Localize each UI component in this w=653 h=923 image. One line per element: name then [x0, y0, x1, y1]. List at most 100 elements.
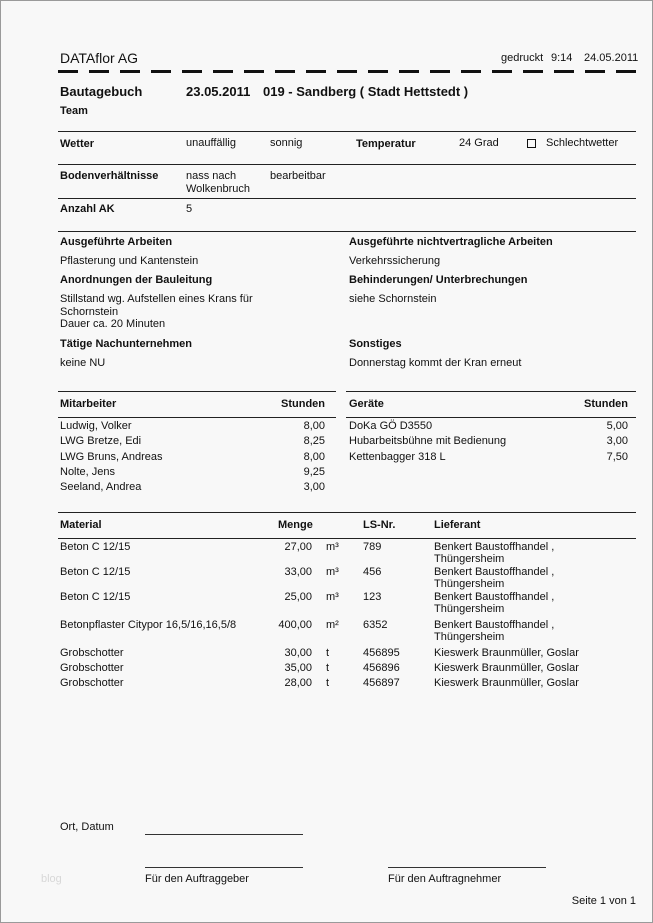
printed-label: gedruckt: [501, 52, 544, 64]
orders-line: Stillstand wg. Aufstellen eines Krans fü…: [60, 293, 253, 305]
divider: [58, 231, 636, 232]
misc-label: Sonstiges: [349, 338, 402, 350]
staff-name: LWG Bruns, Andreas: [60, 451, 163, 463]
material-supplier-line-2: Thüngersheim: [434, 578, 505, 590]
material-col-qty: Menge: [278, 519, 313, 531]
material-supplier-line-2: Thüngersheim: [434, 631, 505, 643]
divider: [58, 538, 636, 539]
subcontractors-label: Tätige Nachunternehmen: [60, 338, 193, 350]
material-unit: m³: [326, 566, 339, 578]
material-qty: 30,00: [284, 647, 312, 659]
soil-value-2: bearbeitbar: [270, 170, 326, 182]
temperature-label: Temperatur: [356, 138, 416, 150]
staff-name: Ludwig, Volker: [60, 420, 132, 432]
staff-hours: 8,25: [303, 435, 325, 447]
equipment-col-name: Geräte: [349, 398, 384, 410]
hindrance-text: siehe Schornstein: [349, 293, 437, 305]
material-ls: 6352: [363, 619, 388, 631]
material-ls: 789: [363, 541, 382, 553]
contractor-signature-line: [388, 867, 546, 868]
company-name: DATAflor AG: [60, 50, 139, 66]
material-ls: 456896: [363, 662, 400, 674]
material-unit: m³: [326, 591, 339, 603]
material-name: Beton C 12/15: [60, 566, 131, 578]
material-supplier: Kieswerk Braunmüller, Goslar: [434, 677, 579, 689]
staff-hours: 3,00: [303, 481, 325, 493]
material-unit: t: [326, 647, 330, 659]
weather-label: Wetter: [60, 138, 95, 150]
material-col-material: Material: [60, 519, 102, 531]
team-label: Team: [60, 105, 88, 117]
material-unit: t: [326, 677, 330, 689]
material-supplier: Kieswerk Braunmüller, Goslar: [434, 647, 579, 659]
equipment-name: Kettenbagger 318 L: [349, 451, 446, 463]
misc-text: Donnerstag kommt der Kran erneut: [349, 357, 522, 369]
watermark: blog: [41, 873, 62, 885]
temperature-value: 24 Grad: [459, 137, 499, 149]
staff-hours: 8,00: [303, 451, 325, 463]
extra-work-label: Ausgeführte nichtvertragliche Arbeiten: [349, 236, 553, 248]
divider: [58, 131, 636, 132]
material-name: Betonpflaster Citypor 16,5/16,16,5/8: [60, 619, 237, 631]
orders-line: Schornstein: [60, 306, 119, 318]
material-ls: 456895: [363, 647, 400, 659]
material-qty: 25,00: [284, 591, 312, 603]
equipment-col-hours: Stunden: [584, 398, 628, 410]
workers-count-label: Anzahl AK: [60, 203, 115, 215]
material-qty: 35,00: [284, 662, 312, 674]
client-signature-label: Für den Auftraggeber: [145, 873, 249, 885]
material-ls: 456: [363, 566, 382, 578]
project-name: 019 - Sandberg ( Stadt Hettstedt ): [263, 84, 469, 99]
workers-count-value: 5: [186, 203, 193, 215]
orders-line: Dauer ca. 20 Minuten: [60, 318, 166, 330]
weather-value-2: sonnig: [270, 137, 303, 149]
done-work-label: Ausgeführte Arbeiten: [60, 236, 173, 248]
done-work-text: Pflasterung und Kantenstein: [60, 255, 199, 267]
material-col-ls: LS-Nr.: [363, 519, 396, 531]
material-qty: 400,00: [278, 619, 312, 631]
soil-value-1-line-2: Wolkenbruch: [186, 183, 250, 195]
divider: [58, 512, 636, 513]
material-supplier: Benkert Baustoffhandel ,: [434, 541, 555, 553]
soil-value-1-line-1: nass nach: [186, 170, 237, 182]
material-qty: 27,00: [284, 541, 312, 553]
material-ls: 123: [363, 591, 382, 603]
material-name: Grobschotter: [60, 647, 124, 659]
weather-value-1: unauffällig: [186, 137, 236, 149]
place-date-line: [145, 834, 303, 835]
material-unit: m²: [326, 619, 339, 631]
material-supplier: Benkert Baustoffhandel ,: [434, 591, 555, 603]
printed-time: 9:14: [551, 52, 573, 64]
material-col-supplier: Lieferant: [434, 519, 481, 531]
equipment-hours: 3,00: [606, 435, 628, 447]
orders-label: Anordnungen der Bauleitung: [60, 274, 213, 286]
staff-name: Seeland, Andrea: [60, 481, 142, 493]
soil-label: Bodenverhältnisse: [60, 170, 159, 182]
staff-name: LWG Bretze, Edi: [60, 435, 142, 447]
hindrance-label: Behinderungen/ Unterbrechungen: [349, 274, 528, 286]
equipment-hours: 7,50: [606, 451, 628, 463]
divider: [58, 198, 636, 199]
divider: [346, 391, 636, 392]
divider: [346, 417, 636, 418]
material-supplier: Benkert Baustoffhandel ,: [434, 619, 555, 631]
material-unit: t: [326, 662, 330, 674]
divider: [58, 164, 636, 165]
extra-work-text: Verkehrssicherung: [349, 255, 441, 267]
material-ls: 456897: [363, 677, 400, 689]
bad-weather-label: Schlechtwetter: [546, 137, 619, 149]
material-supplier-line-2: Thüngersheim: [434, 553, 505, 565]
material-supplier: Benkert Baustoffhandel ,: [434, 566, 555, 578]
staff-hours: 8,00: [303, 420, 325, 432]
client-signature-line: [145, 867, 303, 868]
material-qty: 28,00: [284, 677, 312, 689]
material-name: Grobschotter: [60, 677, 124, 689]
place-date-label: Ort, Datum: [60, 821, 114, 833]
material-unit: m³: [326, 541, 339, 553]
doc-title: Bautagebuch: [60, 84, 143, 99]
material-supplier: Kieswerk Braunmüller, Goslar: [434, 662, 579, 674]
staff-col-hours: Stunden: [281, 398, 325, 410]
material-name: Beton C 12/15: [60, 591, 131, 603]
equipment-name: Hubarbeitsbühne mit Bedienung: [349, 435, 507, 447]
staff-name: Nolte, Jens: [60, 466, 116, 478]
